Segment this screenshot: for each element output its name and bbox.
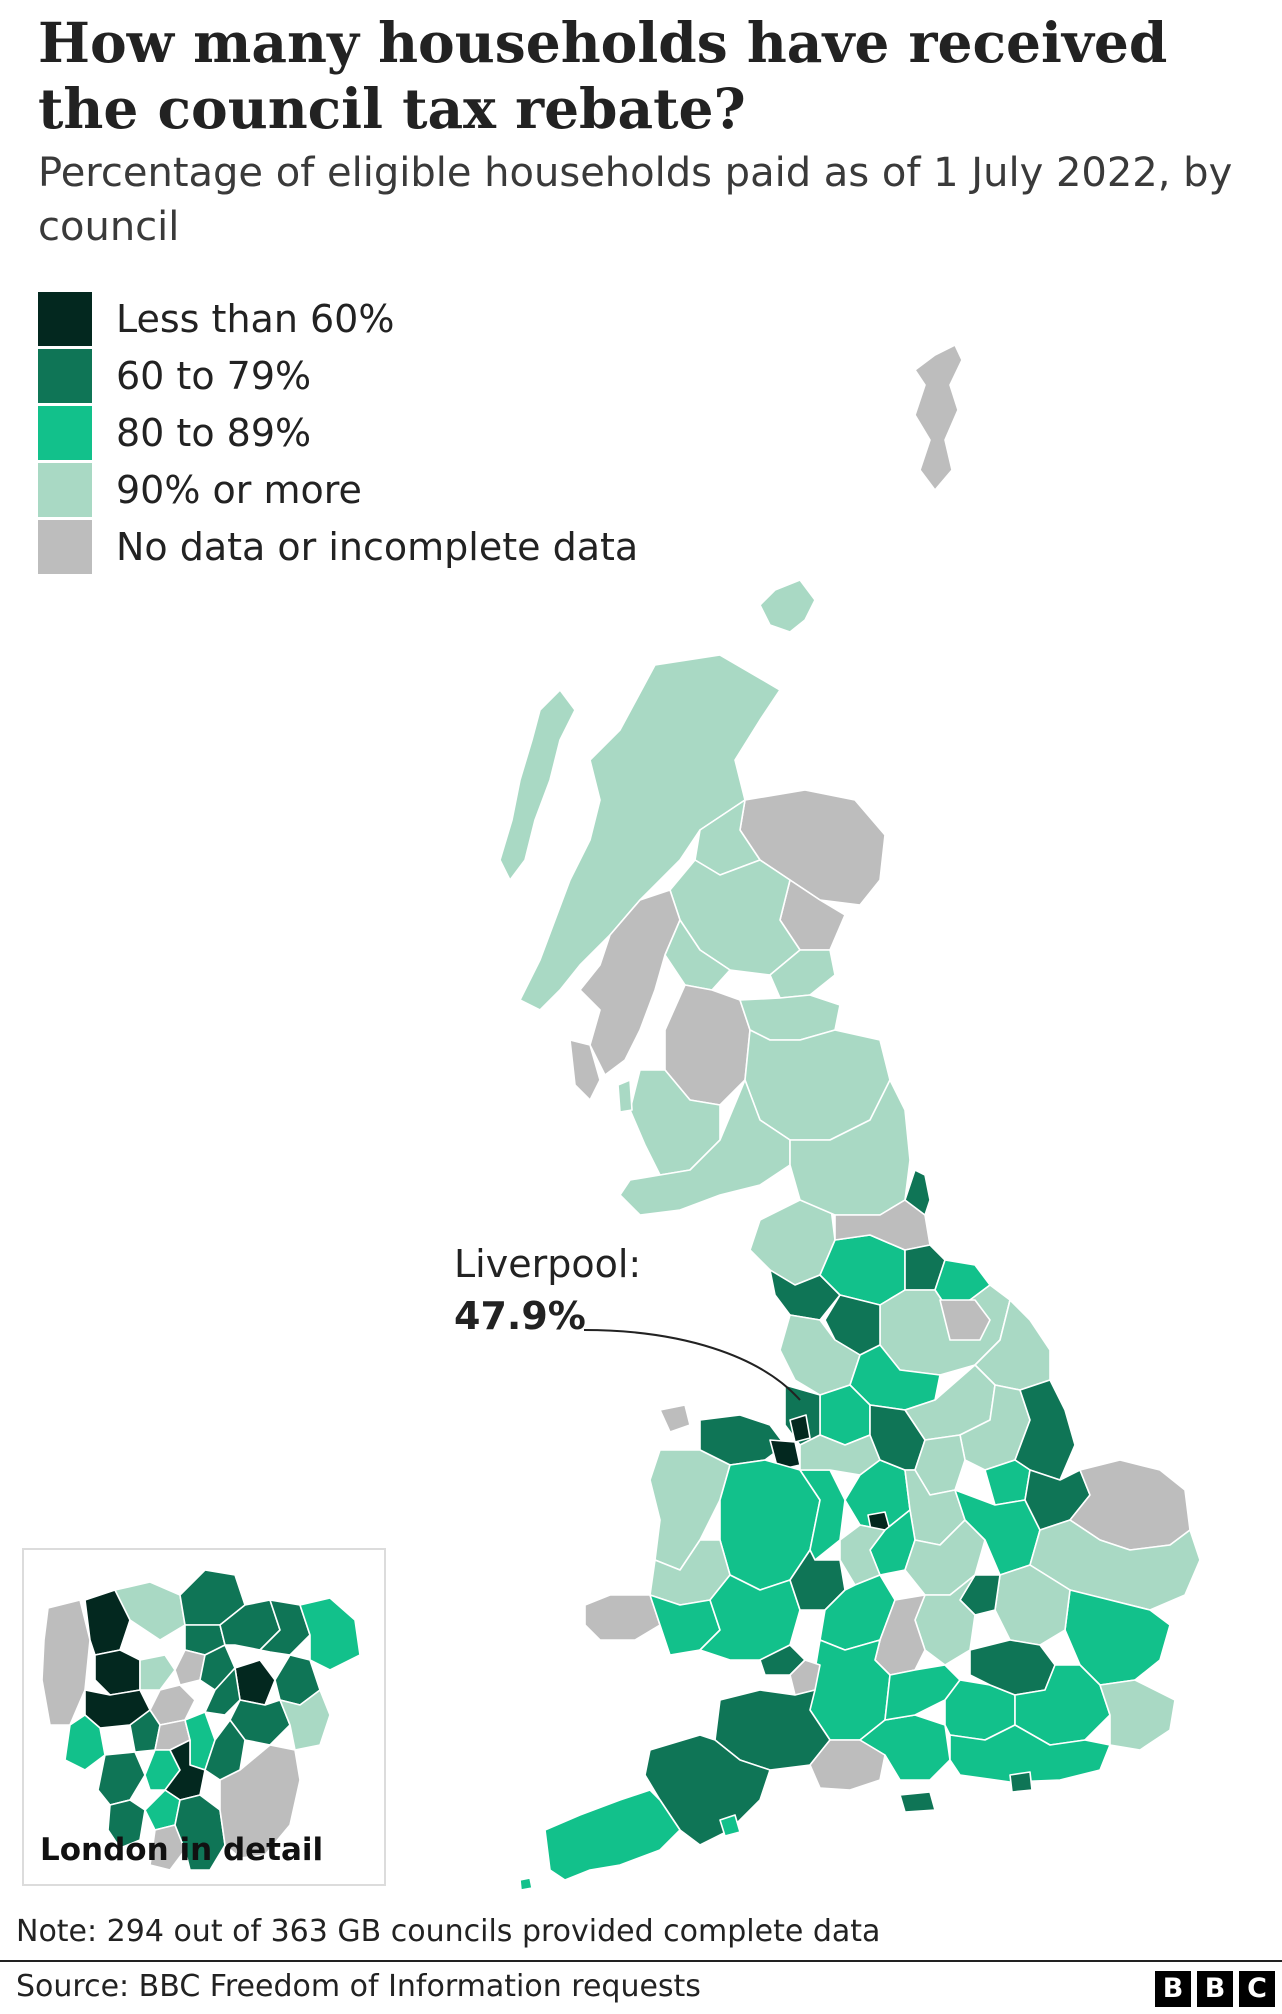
legend-item-60-to-79: 60 to 79% [38,349,738,405]
region-arran [617,1079,633,1113]
london-borough-sutton [149,1824,186,1871]
legend-swatch [38,520,92,574]
bbc-logo-letter: B [1197,1971,1233,2007]
legend-item-no-data: No data or incomplete data [38,520,738,576]
region-cumbria-south [769,1269,841,1321]
london-borough-bexley [279,1689,331,1751]
chart-subtitle: Percentage of eligible households paid a… [38,150,1233,250]
region-pembrokeshire [584,1594,661,1641]
legend-swatch [38,463,92,517]
uk-council-map [41,344,1201,1891]
chart-title: How many households have received the co… [38,10,1168,141]
region-orkney [759,579,816,633]
region-isle-of-wight [899,1791,936,1813]
liverpool-callout-value: 47.9% [454,1294,586,1338]
legend-label: 60 to 79% [116,354,312,398]
legend-swatch [38,349,92,403]
london-borough-havering [299,1597,361,1671]
legend-swatch [38,406,92,460]
region-kent [1014,1664,1111,1746]
london-borough-newham [234,1659,276,1706]
region-worcestershire [839,1524,886,1586]
legend-item-90-or-more: 90% or more [38,463,738,519]
region-bristol [789,1659,821,1696]
region-sussex [949,1724,1111,1783]
region-herefordshire [789,1549,846,1611]
region-scilly [519,1877,533,1891]
gb-regions-layer [499,344,1201,1891]
bbc-logo-letter: B [1155,1971,1191,2007]
london-borough-hillingdon [41,1599,91,1726]
london-inset-label: London in detail [40,1832,324,1868]
region-islay-jura [569,1039,601,1101]
region-western-isles [499,689,576,881]
region-cornwall [544,1789,681,1881]
bbc-logo-letter: C [1239,1971,1275,2007]
footer-divider [0,1960,1282,1962]
legend-label: Less than 60% [116,297,395,341]
london-borough-croydon [174,1794,226,1871]
london-borough-tower-hamlets [204,1667,241,1716]
legend-label: No data or incomplete data [116,525,639,569]
region-essex [1064,1589,1171,1686]
london-borough-hackney [199,1644,236,1691]
region-devon [644,1734,771,1846]
region-shetland [914,344,963,491]
bbc-logo: B B C [1155,1971,1275,2009]
region-argyll-bute [579,889,681,1076]
london-borough-kingston [107,1799,146,1849]
london-inset-map [41,1569,361,1871]
region-dumfries-galloway [619,1079,791,1216]
footnote: Note: 294 out of 363 GB councils provide… [16,1914,881,1949]
london-borough-brent [94,1649,141,1696]
legend-label: 90% or more [116,468,362,512]
region-brighton [1009,1771,1033,1793]
legend-item-80-to-89: 80 to 89% [38,406,738,462]
region-shropshire [799,1469,846,1561]
region-hertfordshire [994,1564,1071,1646]
legend-item-less-than-60: Less than 60% [38,292,738,348]
region-tyne-wear [904,1169,931,1216]
region-northumberland [789,1079,911,1216]
region-kent-east [1099,1679,1176,1751]
legend-swatch [38,292,92,346]
region-torbay [719,1814,741,1837]
region-highland [519,654,781,1011]
region-liverpool [789,1414,811,1443]
region-anglesey [659,1404,691,1433]
liverpool-callout-label: Liverpool: [454,1242,642,1286]
region-dorset [809,1739,886,1791]
region-york [939,1299,991,1341]
london-borough-richmond [97,1751,146,1806]
source-line: Source: BBC Freedom of Information reque… [16,1969,701,2004]
london-borough-camden [139,1654,176,1691]
liverpool-leader-line [583,1329,801,1401]
london-borough-bromley [219,1744,301,1859]
legend-label: 80 to 89% [116,411,312,455]
